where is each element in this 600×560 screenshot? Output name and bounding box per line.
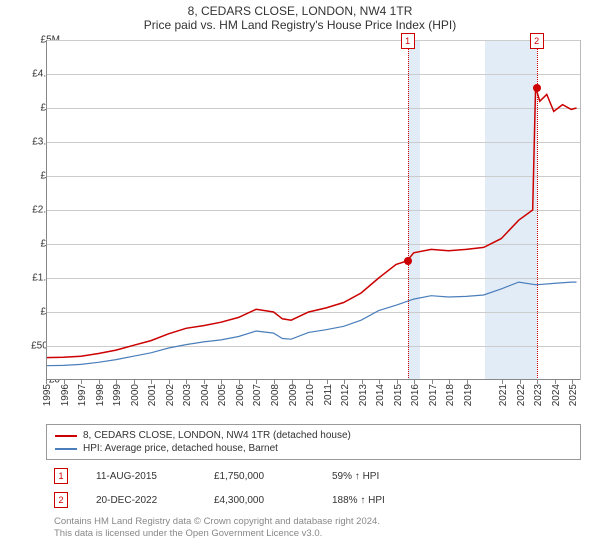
chart-title: 8, CEDARS CLOSE, LONDON, NW4 1TR <box>0 0 600 18</box>
x-tick-label: 2000 <box>130 384 141 406</box>
x-tick-label: 2015 <box>393 384 404 406</box>
x-tick-label: 2012 <box>340 384 351 406</box>
x-tick-label: 1999 <box>112 384 123 406</box>
x-axis-labels: 1995199619971998199920002001200220032004… <box>46 380 581 420</box>
x-tick-label: 2004 <box>200 384 211 406</box>
x-tick-label: 2025 <box>568 384 579 406</box>
x-tick-label: 2008 <box>270 384 281 406</box>
legend: 8, CEDARS CLOSE, LONDON, NW4 1TR (detach… <box>46 424 581 460</box>
sale-row: 1 11-AUG-2015 £1,750,000 59% ↑ HPI <box>46 464 581 488</box>
series-property <box>46 88 577 358</box>
sale-row: 2 20-DEC-2022 £4,300,000 188% ↑ HPI <box>46 488 581 512</box>
sale-dot <box>533 84 541 92</box>
footer-attribution: Contains HM Land Registry data © Crown c… <box>46 516 581 541</box>
x-tick-label: 2019 <box>463 384 474 406</box>
x-tick-label: 2009 <box>288 384 299 406</box>
x-tick-label: 2022 <box>516 384 527 406</box>
x-tick-label: 2023 <box>533 384 544 406</box>
x-tick-label: 1998 <box>95 384 106 406</box>
sale-number-badge: 1 <box>54 468 68 484</box>
x-tick-label: 2002 <box>165 384 176 406</box>
footer-line1: Contains HM Land Registry data © Crown c… <box>54 516 573 528</box>
y-axis-line <box>46 40 47 380</box>
legend-label: 8, CEDARS CLOSE, LONDON, NW4 1TR (detach… <box>83 430 351 441</box>
sale-price: £1,750,000 <box>214 471 304 482</box>
series-hpi <box>46 282 577 366</box>
legend-label: HPI: Average price, detached house, Barn… <box>83 443 278 454</box>
x-tick-label: 2024 <box>551 384 562 406</box>
legend-swatch <box>55 435 77 437</box>
sale-date: 20-DEC-2022 <box>96 495 186 506</box>
plot-area: 12 <box>46 40 581 380</box>
sale-date: 11-AUG-2015 <box>96 471 186 482</box>
sale-delta: 59% ↑ HPI <box>332 471 432 482</box>
footer-line2: This data is licensed under the Open Gov… <box>54 528 573 540</box>
sale-price: £4,300,000 <box>214 495 304 506</box>
x-tick-label: 2001 <box>147 384 158 406</box>
legend-row: HPI: Average price, detached house, Barn… <box>55 442 572 455</box>
x-tick-label: 2003 <box>182 384 193 406</box>
x-tick-label: 2010 <box>305 384 316 406</box>
x-tick-label: 1996 <box>60 384 71 406</box>
legend-row: 8, CEDARS CLOSE, LONDON, NW4 1TR (detach… <box>55 429 572 442</box>
sales-table: 1 11-AUG-2015 £1,750,000 59% ↑ HPI 2 20-DEC-2… <box>46 464 581 512</box>
x-tick-label: 2018 <box>445 384 456 406</box>
line-series-svg <box>46 40 580 380</box>
legend-swatch <box>55 448 77 450</box>
x-tick-label: 2005 <box>217 384 228 406</box>
sale-vline <box>408 40 409 380</box>
sale-number-badge: 2 <box>54 492 68 508</box>
x-tick-label: 1997 <box>77 384 88 406</box>
x-tick-label: 1995 <box>42 384 53 406</box>
x-tick-label: 2016 <box>410 384 421 406</box>
sale-marker: 2 <box>530 33 544 49</box>
chart-container: 8, CEDARS CLOSE, LONDON, NW4 1TR Price p… <box>0 0 600 560</box>
x-tick-label: 2007 <box>252 384 263 406</box>
x-tick-label: 2006 <box>235 384 246 406</box>
x-tick-label: 2014 <box>375 384 386 406</box>
sale-delta: 188% ↑ HPI <box>332 495 432 506</box>
x-tick-label: 2017 <box>428 384 439 406</box>
chart-subtitle: Price paid vs. HM Land Registry's House … <box>0 18 600 32</box>
sale-marker: 1 <box>401 33 415 49</box>
x-tick-label: 2021 <box>498 384 509 406</box>
sale-dot <box>404 257 412 265</box>
x-tick-label: 2013 <box>358 384 369 406</box>
x-tick-label: 2011 <box>323 384 334 406</box>
